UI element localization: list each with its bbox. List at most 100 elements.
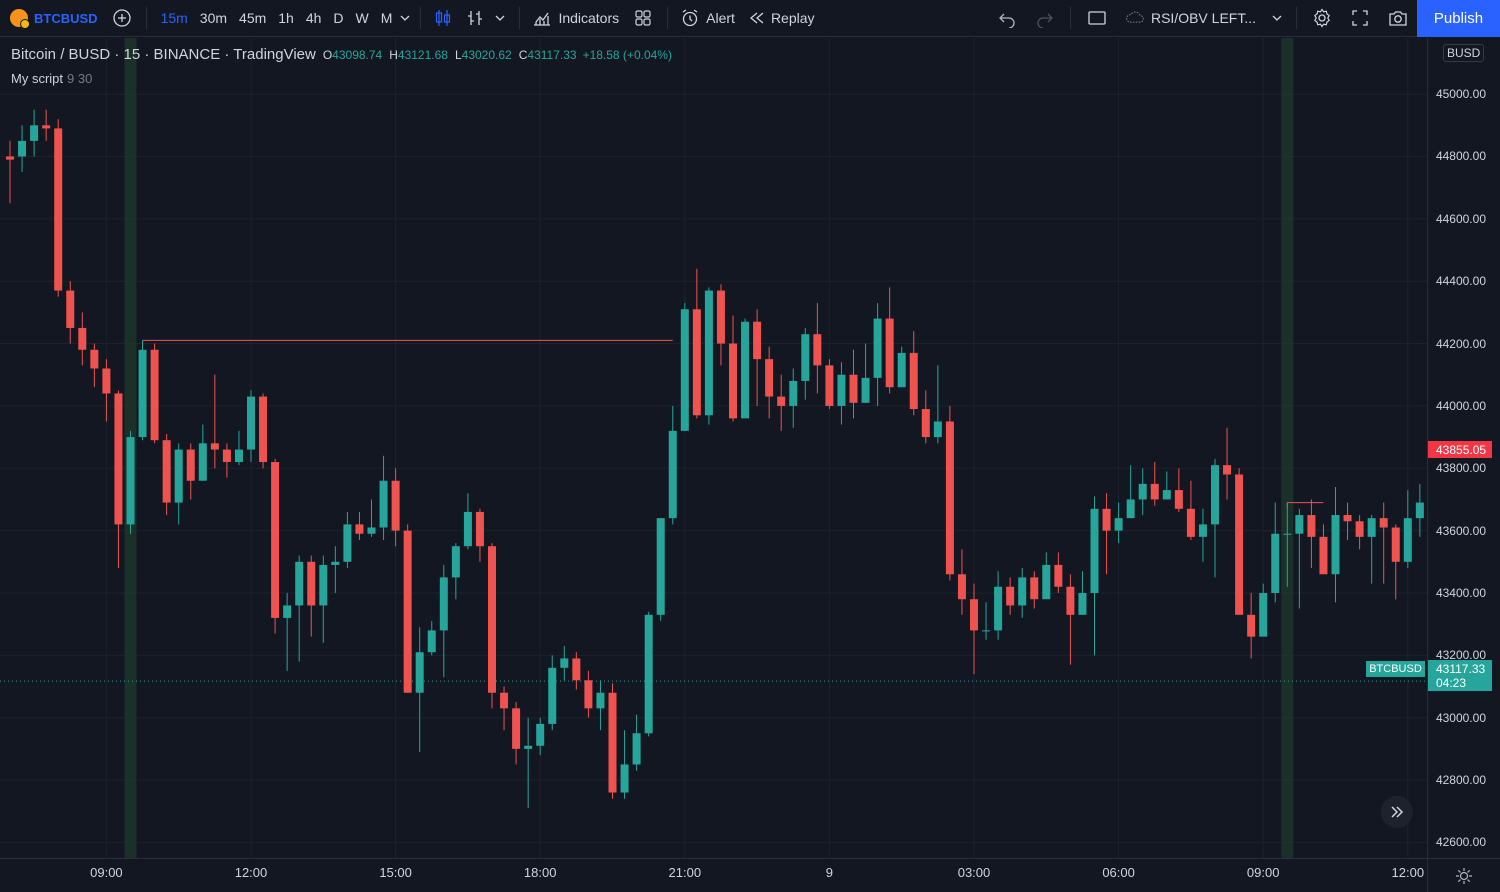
- low-label: L: [454, 48, 462, 62]
- price-change: +18.58 (+0.04%): [582, 48, 672, 62]
- settings-button[interactable]: [1303, 0, 1341, 37]
- price-label: 43600.00: [1435, 523, 1486, 538]
- templates-button[interactable]: [625, 0, 661, 37]
- chevron-down-icon[interactable]: [1270, 8, 1284, 28]
- price-scale[interactable]: 45000.00 44800.00 44600.00 44400.00 44200.00…: [1427, 38, 1500, 858]
- candle-body: [994, 586, 1003, 631]
- time-label: 12:00: [1391, 865, 1425, 880]
- publish-button[interactable]: Publish: [1417, 0, 1500, 37]
- bar-style-button[interactable]: [459, 0, 513, 37]
- candle-body: [1415, 502, 1424, 519]
- symbol-title[interactable]: Bitcoin / BUSD · 15 · BINANCE · TradingV…: [11, 46, 316, 63]
- price-label: 44600.00: [1435, 211, 1486, 226]
- price-label: 44400.00: [1435, 274, 1486, 289]
- currency-badge[interactable]: BUSD: [1443, 44, 1485, 62]
- candle-body: [680, 309, 689, 431]
- interval-45m[interactable]: 45m: [239, 10, 267, 26]
- candle-body: [548, 667, 557, 724]
- undo-button[interactable]: [988, 0, 1026, 37]
- compare-symbol-button[interactable]: [104, 0, 140, 37]
- candle-body: [367, 527, 376, 534]
- candle-body: [1054, 564, 1063, 587]
- candle-body: [970, 599, 978, 631]
- candle-body: [210, 443, 219, 450]
- candle-body: [741, 321, 750, 419]
- interval-30m[interactable]: 30m: [199, 10, 228, 26]
- last-price-value: 43117.33: [1436, 662, 1486, 676]
- candle-body: [343, 524, 352, 562]
- interval-15m[interactable]: 15m: [160, 10, 188, 26]
- candle-body: [632, 733, 641, 765]
- candle-body: [644, 614, 653, 734]
- candle-body: [1247, 614, 1256, 637]
- candle-body: [1186, 508, 1195, 537]
- interval-w[interactable]: W: [355, 10, 369, 26]
- fullscreen-button[interactable]: [1341, 0, 1379, 37]
- undo-icon: [997, 8, 1017, 28]
- last-price-marker: 43117.33 04:23: [1428, 660, 1492, 691]
- toolbar-divider: [420, 7, 422, 29]
- low-value: 43020.62: [461, 48, 512, 62]
- indicators-icon: [532, 8, 552, 28]
- candle-body: [500, 692, 509, 709]
- candle-body: [90, 349, 99, 369]
- fullscreen-toggle-button[interactable]: [1077, 0, 1117, 37]
- time-label: 09:00: [1246, 865, 1280, 880]
- axis-settings-button[interactable]: [1427, 858, 1500, 892]
- candle-body: [1078, 592, 1087, 615]
- scroll-to-realtime-button[interactable]: [1381, 796, 1413, 828]
- sun-icon: [1454, 866, 1474, 886]
- candle-body: [427, 630, 436, 653]
- alert-button[interactable]: Alert: [674, 0, 741, 37]
- candle-body: [1138, 483, 1147, 500]
- plus-circle-icon: [112, 8, 132, 28]
- candle-body: [596, 692, 605, 709]
- candle-body: [885, 318, 894, 388]
- candle-body: [1211, 465, 1219, 525]
- candle-body: [837, 374, 846, 406]
- candle-body: [668, 430, 677, 519]
- toolbar-divider: [1069, 7, 1071, 29]
- redo-button[interactable]: [1026, 0, 1064, 37]
- candle-body: [1271, 533, 1280, 593]
- symbol-price-label: BTCBUSD: [1366, 661, 1425, 677]
- price-label: 45000.00: [1435, 87, 1486, 102]
- candle-body: [512, 708, 521, 749]
- redo-icon: [1035, 8, 1055, 28]
- open-label: O: [322, 48, 333, 62]
- candle-body: [1343, 515, 1352, 522]
- close-value: 43117.33: [527, 48, 577, 62]
- time-label: 18:00: [523, 865, 557, 880]
- interval-4h[interactable]: 4h: [305, 10, 322, 26]
- candles-style-button[interactable]: [427, 0, 459, 37]
- candle-body: [1403, 518, 1412, 562]
- time-axis[interactable]: 09:00 12:00 15:00 18:00 21:00 9 03:00 06:00 09:0…: [0, 858, 1427, 892]
- chart-canvas[interactable]: [0, 38, 1427, 858]
- alert-label: Alert: [706, 10, 735, 26]
- replay-button[interactable]: Replay: [741, 0, 821, 37]
- interval-m[interactable]: M: [380, 10, 393, 26]
- toolbar-divider: [1296, 7, 1297, 29]
- price-label: 43000.00: [1435, 710, 1486, 725]
- candle-body: [403, 530, 412, 693]
- interval-d[interactable]: D: [333, 10, 344, 26]
- candle-body: [1223, 465, 1232, 475]
- indicator-legend[interactable]: My script 9 30: [11, 71, 92, 86]
- symbol-search[interactable]: BTCBUSD: [0, 0, 104, 37]
- grid-icon: [633, 8, 653, 28]
- candle-body: [6, 156, 14, 160]
- candle-body: [234, 449, 243, 463]
- candle-body: [355, 524, 364, 534]
- candle-body: [560, 658, 569, 668]
- chevron-down-icon[interactable]: [398, 8, 412, 28]
- time-label: 9: [825, 865, 834, 880]
- chevron-down-icon[interactable]: [493, 8, 507, 28]
- snapshot-button[interactable]: [1379, 0, 1417, 37]
- candle-body: [933, 421, 942, 438]
- interval-1h[interactable]: 1h: [278, 10, 294, 26]
- candle-body: [909, 352, 918, 410]
- layout-save-button[interactable]: RSI/OBV LEFT...: [1117, 0, 1290, 37]
- high-value: 43121.68: [397, 48, 448, 62]
- indicators-button[interactable]: Indicators: [526, 0, 625, 37]
- candle-body: [415, 652, 424, 693]
